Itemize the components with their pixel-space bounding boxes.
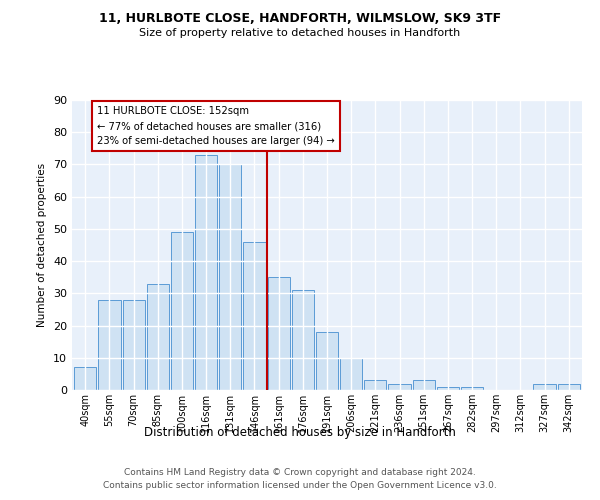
Bar — [340, 358, 362, 390]
Text: Size of property relative to detached houses in Handforth: Size of property relative to detached ho… — [139, 28, 461, 38]
Bar — [388, 384, 410, 390]
Bar — [98, 300, 121, 390]
Text: Contains HM Land Registry data © Crown copyright and database right 2024.: Contains HM Land Registry data © Crown c… — [124, 468, 476, 477]
Text: 11, HURLBOTE CLOSE, HANDFORTH, WILMSLOW, SK9 3TF: 11, HURLBOTE CLOSE, HANDFORTH, WILMSLOW,… — [99, 12, 501, 26]
Text: Contains public sector information licensed under the Open Government Licence v3: Contains public sector information licen… — [103, 480, 497, 490]
Bar — [244, 242, 266, 390]
Y-axis label: Number of detached properties: Number of detached properties — [37, 163, 47, 327]
Bar — [268, 277, 290, 390]
Bar — [219, 164, 241, 390]
Text: Distribution of detached houses by size in Handforth: Distribution of detached houses by size … — [144, 426, 456, 439]
Bar — [171, 232, 193, 390]
Bar — [292, 290, 314, 390]
Bar — [74, 368, 97, 390]
Bar — [195, 155, 217, 390]
Bar — [413, 380, 435, 390]
Bar — [316, 332, 338, 390]
Bar — [364, 380, 386, 390]
Bar — [557, 384, 580, 390]
Bar — [461, 387, 483, 390]
Bar — [533, 384, 556, 390]
Bar — [146, 284, 169, 390]
Text: 11 HURLBOTE CLOSE: 152sqm
← 77% of detached houses are smaller (316)
23% of semi: 11 HURLBOTE CLOSE: 152sqm ← 77% of detac… — [97, 106, 335, 146]
Bar — [122, 300, 145, 390]
Bar — [437, 387, 459, 390]
